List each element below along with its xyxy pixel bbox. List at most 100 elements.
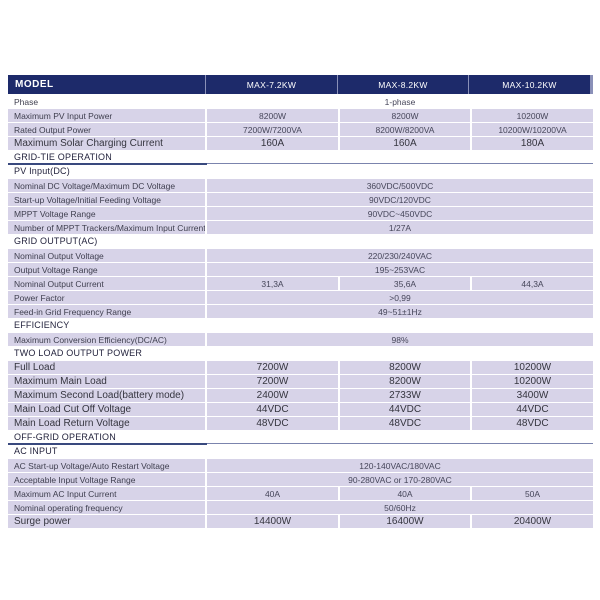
spec-row: Maximum Second Load(battery mode) 2400W 27…	[8, 389, 593, 402]
row-label: Maximum Main Load	[8, 375, 205, 388]
row-value: 40A	[340, 487, 470, 500]
row-value: 7200W/7200VA	[207, 123, 338, 136]
row-label: Nominal Output Voltage	[8, 249, 205, 262]
row-label: Surge power	[8, 515, 205, 528]
row-value: 20400W	[472, 515, 593, 528]
row-value-merged: 90-280VAC or 170-280VAC	[207, 473, 593, 486]
inverter-spec-table: MODEL MAX-7.2KW MAX-8.2KW MAX-10.2KW Pha…	[8, 75, 593, 528]
row-value-merged: 1-phase	[384, 96, 416, 107]
row-value: 44VDC	[340, 403, 470, 416]
row-label: Power Factor	[8, 291, 205, 304]
row-value: 35,6A	[340, 277, 470, 290]
row-label: Maximum Second Load(battery mode)	[8, 389, 205, 402]
row-value: 48VDC	[472, 417, 593, 430]
row-label: Maximum AC Input Current	[8, 487, 205, 500]
spec-row: Maximum PV Input Power 8200W 8200W 10200W	[8, 109, 593, 122]
section-header-row: AC INPUT	[8, 445, 593, 458]
row-label: Main Load Cut Off Voltage	[8, 403, 205, 416]
spec-row: Power Factor >0,99	[8, 291, 593, 304]
row-label: Acceptable Input Voltage Range	[8, 473, 205, 486]
row-value: 10200W	[472, 375, 593, 388]
section-title: OFF-GRID OPERATION	[14, 432, 116, 442]
row-value: 10200W	[472, 361, 593, 374]
section-header-row: PV Input(DC)	[8, 165, 593, 178]
row-value: 48VDC	[340, 417, 470, 430]
row-label: Nominal Output Current	[8, 277, 205, 290]
section-header-row: GRID OUTPUT(AC)	[8, 235, 593, 248]
row-value-merged: 1/27A	[207, 221, 593, 234]
row-value: 8200W	[340, 109, 470, 122]
spec-row: Nominal operating frequency 50/60Hz	[8, 501, 593, 514]
section-title: AC INPUT	[14, 446, 58, 456]
spec-row: MPPT Voltage Range 90VDC~450VDC	[8, 207, 593, 220]
spec-row: Maximum Main Load 7200W 8200W 10200W	[8, 375, 593, 388]
spec-row: Surge power 14400W 16400W 20400W	[8, 515, 593, 528]
table-body: Phase 1-phase Maximum PV Input Power 8200W 8…	[8, 95, 593, 528]
section-header-row: EFFICIENCY	[8, 319, 593, 332]
row-label: Maximum Solar Charging Current	[8, 137, 205, 150]
spec-row: Maximum AC Input Current 40A 40A 50A	[8, 487, 593, 500]
row-value: 44,3A	[472, 277, 593, 290]
row-label: Nominal DC Voltage/Maximum DC Voltage	[8, 179, 205, 192]
spec-row: Feed-in Grid Frequency Range 49~51±1Hz	[8, 305, 593, 318]
section-title: EFFICIENCY	[14, 320, 70, 330]
section-title: TWO LOAD OUTPUT POWER	[14, 348, 143, 358]
section-rule-left	[8, 443, 207, 445]
section-rule-right	[207, 443, 593, 444]
row-value: 48VDC	[207, 417, 338, 430]
column-header-max-8-2kw: MAX-8.2KW	[338, 75, 468, 94]
row-label: Feed-in Grid Frequency Range	[8, 305, 205, 318]
row-value-merged: 98%	[207, 333, 593, 346]
row-value-merged: 90VDC/120VDC	[207, 193, 593, 206]
spec-row: Nominal Output Voltage 220/230/240VAC	[8, 249, 593, 262]
row-label: Main Load Return Voltage	[8, 417, 205, 430]
row-value: 8200W/8200VA	[340, 123, 470, 136]
spec-row: Acceptable Input Voltage Range 90-280VAC …	[8, 473, 593, 486]
column-header-max-7-2kw: MAX-7.2KW	[206, 75, 337, 94]
row-value-merged: 195~253VAC	[207, 263, 593, 276]
section-header-row: OFF-GRID OPERATION	[8, 431, 593, 445]
spec-row: Maximum Conversion Efficiency(DC/AC) 98%	[8, 333, 593, 346]
row-value-merged: 220/230/240VAC	[207, 249, 593, 262]
spec-row: Start-up Voltage/Initial Feeding Voltage…	[8, 193, 593, 206]
spec-row: Full Load 7200W 8200W 10200W	[8, 361, 593, 374]
row-label: AC Start-up Voltage/Auto Restart Voltage	[8, 459, 205, 472]
row-value: 10200W	[472, 109, 593, 122]
spec-row: Phase 1-phase	[8, 95, 593, 108]
row-value: 44VDC	[207, 403, 338, 416]
row-label: Rated Output Power	[8, 123, 205, 136]
row-value-merged: 360VDC/500VDC	[207, 179, 593, 192]
row-value: 8200W	[207, 109, 338, 122]
row-value: 160A	[207, 137, 338, 150]
section-rule-left	[8, 163, 207, 165]
spec-row: Main Load Cut Off Voltage 44VDC 44VDC 44VDC	[8, 403, 593, 416]
row-value: 31,3A	[207, 277, 338, 290]
spec-row: Nominal DC Voltage/Maximum DC Voltage 360…	[8, 179, 593, 192]
row-value-merged: 90VDC~450VDC	[207, 207, 593, 220]
row-value: 160A	[340, 137, 470, 150]
table-header-row: MODEL MAX-7.2KW MAX-8.2KW MAX-10.2KW	[8, 75, 593, 94]
section-title: PV Input(DC)	[14, 166, 70, 176]
row-label: Maximum PV Input Power	[8, 109, 205, 122]
row-value: 14400W	[207, 515, 338, 528]
row-value-merged: 50/60Hz	[207, 501, 593, 514]
spec-row: AC Start-up Voltage/Auto Restart Voltage…	[8, 459, 593, 472]
row-value: 2400W	[207, 389, 338, 402]
row-label: Full Load	[8, 361, 205, 374]
section-rule-right	[207, 163, 593, 164]
row-label: Phase	[14, 96, 39, 107]
section-header-row: TWO LOAD OUTPUT POWER	[8, 347, 593, 360]
row-value: 2733W	[340, 389, 470, 402]
spec-row: Number of MPPT Trackers/Maximum Input Cu…	[8, 221, 593, 234]
row-value-merged: 49~51±1Hz	[207, 305, 593, 318]
row-value: 8200W	[340, 361, 470, 374]
row-value-merged: 120-140VAC/180VAC	[207, 459, 593, 472]
column-header-max-10-2kw: MAX-10.2KW	[469, 75, 590, 94]
row-label: Nominal operating frequency	[8, 501, 205, 514]
section-title: GRID OUTPUT(AC)	[14, 236, 98, 246]
row-label: Start-up Voltage/Initial Feeding Voltage	[8, 193, 205, 206]
row-label: MPPT Voltage Range	[8, 207, 205, 220]
row-value: 7200W	[207, 375, 338, 388]
spec-row: Maximum Solar Charging Current 160A 160A 18…	[8, 137, 593, 150]
